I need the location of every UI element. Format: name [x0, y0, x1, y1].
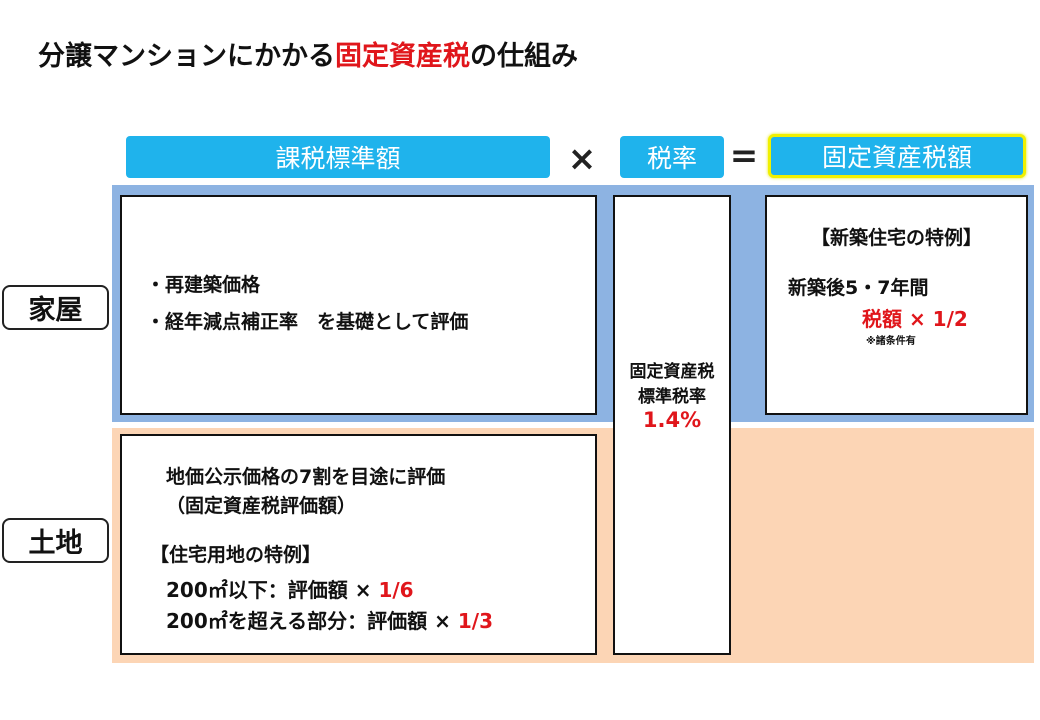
- title-part1: 分譲マンションにかかる: [38, 41, 335, 72]
- new-house-special-reduction: 税額 × 1/2: [862, 307, 968, 331]
- rate-value: 1.4%: [642, 408, 702, 432]
- house-item-depreciation: ・経年減点補正率 を基礎として評価: [146, 311, 469, 333]
- rate-line1: 固定資産税: [629, 362, 715, 382]
- page-title: 分譲マンションにかかる固定資産税の仕組み: [38, 34, 578, 73]
- row-label-land: 土地: [2, 518, 109, 563]
- tax-base-header: 課税標準額: [126, 136, 550, 178]
- rate-line2: 標準税率: [638, 387, 706, 407]
- new-house-special-title: 【新築住宅の特例】: [810, 227, 982, 249]
- times-sign: ×: [567, 139, 597, 179]
- title-part2: の仕組み: [470, 41, 578, 72]
- row-label-house: 家屋: [2, 285, 109, 330]
- land-special-title: 【住宅用地の特例】: [150, 544, 322, 566]
- land-rule2-prefix: 200㎡を超える部分：評価額 ×: [166, 609, 458, 633]
- title-highlight: 固定資産税: [335, 41, 470, 72]
- land-line2: （固定資産税評価額）: [166, 495, 357, 517]
- tax-amount-header: 固定資産税額: [768, 134, 1026, 178]
- house-item-rebuild-cost: ・再建築価格: [146, 274, 261, 296]
- new-house-special-period: 新築後5・7年間: [788, 277, 929, 299]
- house-evaluation-box: [120, 195, 597, 415]
- rate-header: 税率: [620, 136, 724, 178]
- land-rule2-value: 1/3: [457, 609, 493, 633]
- new-house-special-note: ※諸条件有: [866, 336, 916, 347]
- rate-box: [613, 195, 731, 655]
- land-rule2: 200㎡を超える部分：評価額 × 1/3: [166, 605, 493, 634]
- land-evaluation-box: [120, 434, 597, 655]
- equals-sign: =: [729, 136, 759, 176]
- new-house-special-box: [765, 195, 1028, 415]
- land-line1: 地価公示価格の7割を目途に評価: [166, 466, 446, 488]
- land-rule1: 200㎡以下：評価額 × 1/6: [166, 574, 414, 603]
- land-rule1-value: 1/6: [378, 578, 414, 602]
- land-rule1-prefix: 200㎡以下：評価額 ×: [166, 578, 379, 602]
